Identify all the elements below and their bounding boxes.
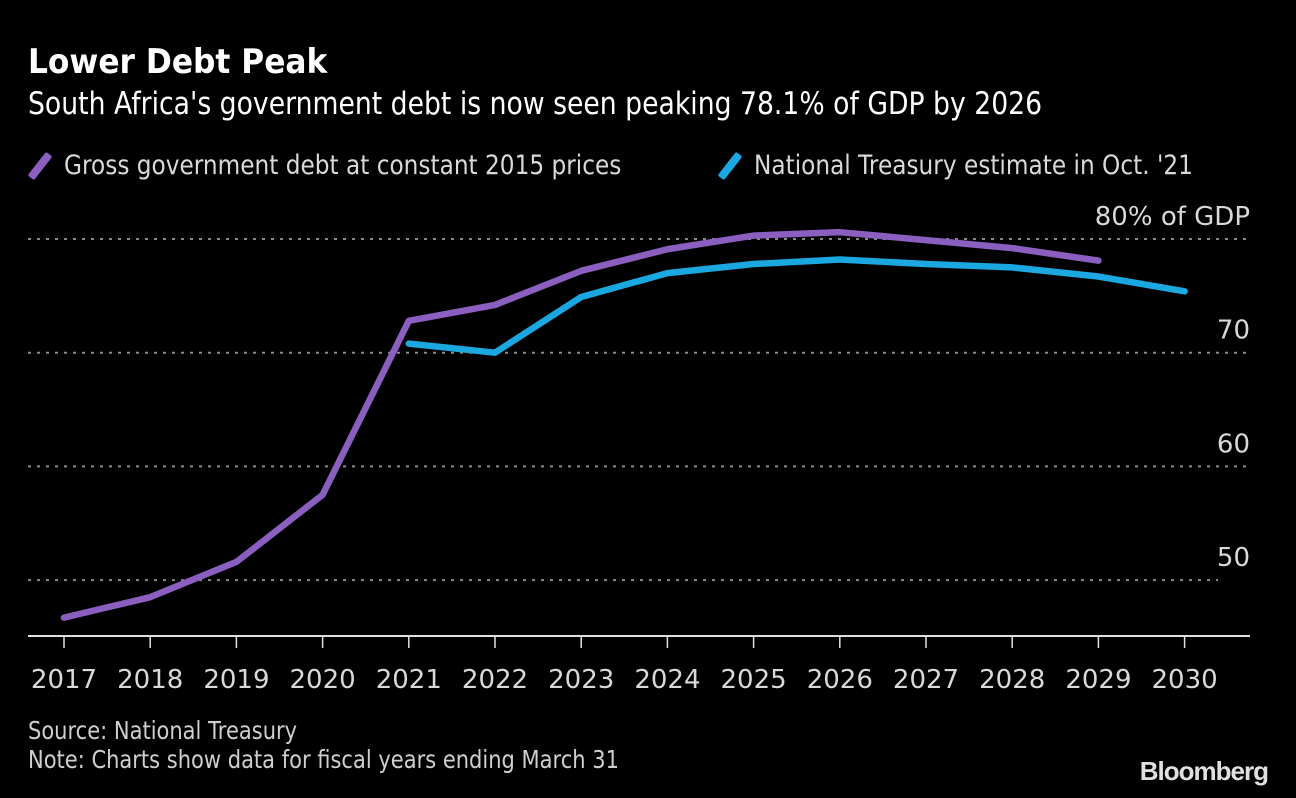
y-tick-label-80: 80% of GDP [1095, 202, 1250, 232]
legend-label: Gross government debt at constant 2015 p… [64, 150, 622, 181]
x-tick-label-2028: 2028 [979, 665, 1045, 695]
x-tick-label-2025: 2025 [721, 665, 787, 695]
chart-title: Lower Debt Peak [28, 42, 328, 82]
series-lines [60, 228, 1188, 621]
legend-item-gross-debt: Gross government debt at constant 2015 p… [27, 150, 712, 181]
legend: Gross government debt at constant 2015 p… [27, 150, 1266, 186]
gridlines [28, 238, 1250, 582]
series-line-0 [60, 228, 1102, 621]
legend-item-treasury-estimate: National Treasury estimate in Oct. '21 [717, 150, 1264, 181]
x-tick-label-2027: 2027 [893, 665, 959, 695]
source-note: Source: National Treasury [28, 716, 298, 745]
bloomberg-logo: Bloomberg [1139, 756, 1269, 786]
x-tick-label-2022: 2022 [462, 665, 528, 695]
x-tick-label-2020: 2020 [290, 665, 356, 695]
x-tick-label-2023: 2023 [548, 665, 614, 695]
legend-label: National Treasury estimate in Oct. '21 [754, 150, 1193, 181]
x-tick-label-2030: 2030 [1152, 665, 1218, 695]
x-axis: 2017 2018 2019 2020 2021 2022 2023 2024 2025 2026… [28, 635, 1250, 695]
x-tick-label-2026: 2026 [807, 665, 873, 695]
y-tick-label-60: 60 [1217, 429, 1250, 459]
x-tick-label-2018: 2018 [117, 665, 183, 695]
x-tick-label-2019: 2019 [203, 665, 269, 695]
series-line-1 [405, 256, 1188, 356]
y-tick-label-70: 70 [1217, 316, 1250, 346]
x-tick-label-2021: 2021 [376, 665, 442, 695]
x-tick-label-2017: 2017 [31, 665, 97, 695]
x-tick-label-2029: 2029 [1065, 665, 1131, 695]
y-tick-label-50: 50 [1217, 543, 1250, 573]
chart-subtitle: South Africa's government debt is now se… [28, 86, 1043, 122]
footnote: Note: Charts show data for fiscal years … [28, 745, 619, 774]
x-tick-label-2024: 2024 [634, 665, 700, 695]
y-axis-ticks: 50 60 70 80% of GDP [1095, 202, 1250, 573]
